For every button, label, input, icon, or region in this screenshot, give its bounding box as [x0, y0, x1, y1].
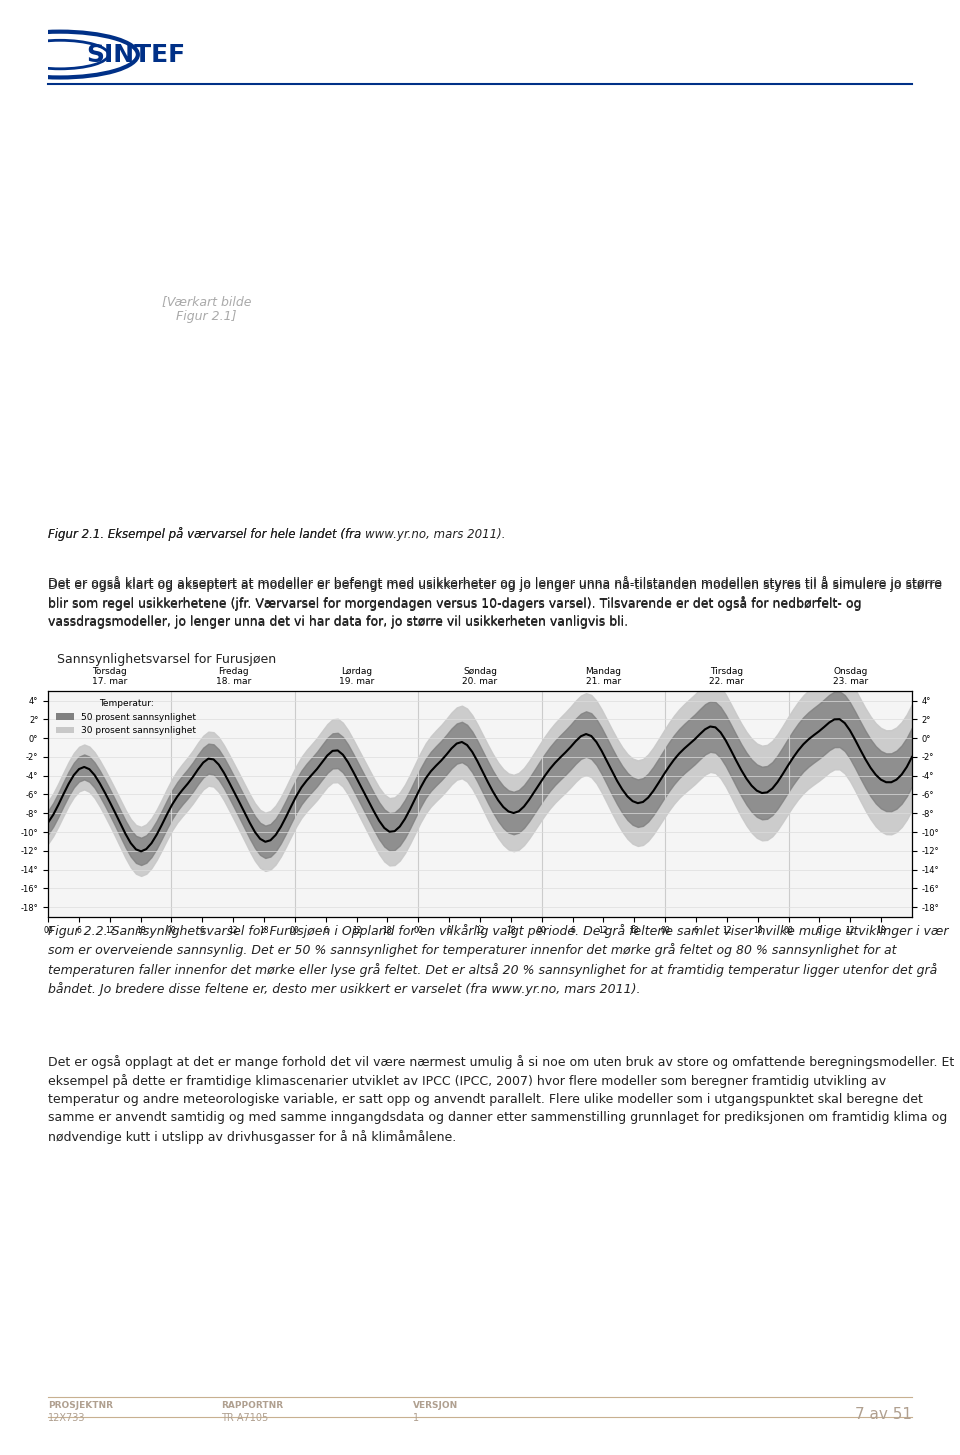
Text: [Værkart bilde
Figur 2.1]: [Værkart bilde Figur 2.1] — [161, 295, 252, 323]
Text: SINTEF: SINTEF — [86, 42, 185, 67]
Text: TR A7105: TR A7105 — [221, 1413, 268, 1423]
Text: Det er også klart og akseptert at modeller er befengt med usikkerheter og jo len: Det er også klart og akseptert at modell… — [48, 578, 942, 629]
Text: 12X733: 12X733 — [48, 1413, 85, 1423]
Text: 1: 1 — [413, 1413, 419, 1423]
Text: 7 av 51: 7 av 51 — [855, 1407, 912, 1422]
Text: Det er også opplagt at det er mange forhold det vil være nærmest umulig å si noe: Det er også opplagt at det er mange forh… — [48, 1055, 954, 1144]
Text: Figur 2.1. Eksempel på værvarsel for hele landet (fra www.yr.no, mars 2011).: Figur 2.1. Eksempel på værvarsel for hel… — [48, 527, 506, 541]
Text: Figur 2.1. Eksempel på værvarsel for hele landet (fra: Figur 2.1. Eksempel på værvarsel for hel… — [48, 527, 365, 541]
Text: PROSJEKTNR: PROSJEKTNR — [48, 1401, 113, 1410]
Text: RAPPORTNR: RAPPORTNR — [221, 1401, 283, 1410]
Text: Figur 2.2. Sannsynlighetsvarsel for Furusjøen i Oppland for en vilkårlig valgt p: Figur 2.2. Sannsynlighetsvarsel for Furu… — [48, 924, 948, 997]
Text: Det er også klart og akseptert at modeller er befengt med usikkerheter og jo len: Det er også klart og akseptert at modell… — [48, 576, 942, 627]
Text: VERSJON: VERSJON — [413, 1401, 458, 1410]
Text: Sannsynlighetsvarsel for Furusjøen: Sannsynlighetsvarsel for Furusjøen — [57, 653, 276, 666]
Legend: 50 prosent sannsynlighet, 30 prosent sannsynlighet: 50 prosent sannsynlighet, 30 prosent san… — [53, 695, 200, 739]
